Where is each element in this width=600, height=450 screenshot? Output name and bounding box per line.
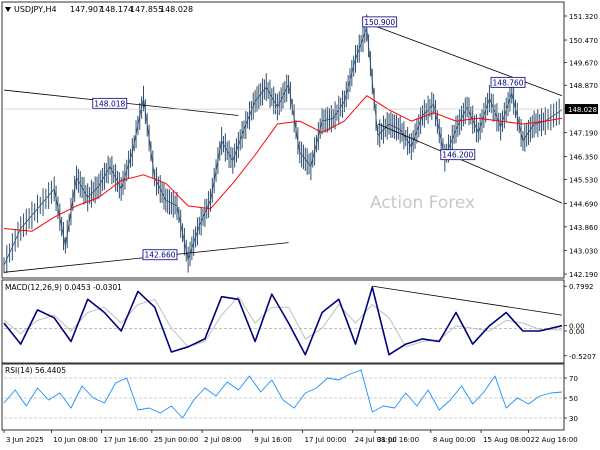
chart-header: USDJPY,H4 147.907 148.174 147.855 148.02…: [5, 5, 193, 14]
price-axis-tick-label: 145.530: [569, 177, 598, 185]
macd-axis-tick-label: 0.00: [569, 328, 585, 336]
time-tick-label: 9 Jul 16:00: [254, 436, 292, 444]
macd-axis-tick-label: 0.7992: [569, 283, 594, 291]
macd-panel: [3, 285, 563, 356]
macd-trendline: [372, 285, 563, 316]
close-value: 148.028: [160, 5, 193, 14]
rsi-panel: [3, 369, 563, 419]
dropdown-triangle-icon[interactable]: [5, 7, 11, 12]
time-tick-label: 25 Jun 00:00: [154, 436, 198, 444]
rsi-line: [3, 369, 563, 419]
price-axis-tick-label: 150.470: [569, 37, 598, 45]
high-value: 148.174: [100, 5, 133, 14]
macd-line: [3, 286, 563, 356]
time-tick-label: 2 Jul 08:00: [204, 436, 242, 444]
price-panel: 150.900 148.018 148.760 146.200 142.660: [3, 14, 563, 274]
price-axis-tick-label: 146.350: [569, 153, 598, 161]
time-tick-label: 22 Aug 16:00: [531, 436, 578, 444]
rsi-axis-tick-label: 70: [569, 375, 578, 383]
time-tick-label: 8 Aug 00:00: [433, 436, 476, 444]
time-tick-label: 3 Jun 2025: [6, 436, 44, 444]
price-annotation-box: [440, 149, 476, 161]
price-line: [3, 27, 563, 266]
price-annotation-box: [92, 97, 128, 109]
symbol-label: USDJPY,H4: [14, 5, 57, 14]
macd-panel-frame: [1, 279, 565, 364]
price-annotation-label: 150.900: [364, 18, 395, 27]
macd-axis-tick-label: -0.5207: [569, 353, 596, 361]
rsi-axis: 70 50 30: [564, 375, 578, 423]
current-price-label: 148.028: [568, 106, 597, 114]
price-axis-tick-label: 143.030: [569, 247, 598, 255]
price-axis: 151.320 150.470 149.670 148.870 148.028 147.1…: [564, 13, 598, 279]
rsi-axis-tick-label: 50: [569, 395, 578, 403]
rsi-title: RSI(14) 56.4405: [5, 366, 66, 375]
low-value: 147.855: [130, 5, 163, 14]
price-panel-frame: [1, 1, 565, 279]
price-axis-tick-label: 144.690: [569, 200, 598, 208]
price-annotation-label: 148.760: [493, 78, 524, 87]
price-axis-tick-label: 149.670: [569, 60, 598, 68]
price-annotation-box: [490, 76, 526, 88]
time-tick-label: 15 Aug 08:00: [483, 436, 530, 444]
time-tick-label: 24 Jul 08:00: [355, 436, 397, 444]
rsi-panel-frame: [1, 363, 565, 431]
price-axis-tick-label: 142.190: [569, 271, 598, 279]
macd-axis: 0.7992 0.000.00 -0.5207: [564, 283, 596, 361]
macd-signal-line: [3, 296, 563, 348]
time-tick-label: 17 Jul 00:00: [305, 436, 347, 444]
price-annotation-box: [142, 249, 178, 261]
open-value: 147.907: [70, 5, 103, 14]
time-tick-label: 10 Jun 08:00: [53, 436, 97, 444]
macd-axis-tick-label: 0.00: [569, 323, 585, 331]
price-annotation-label: 148.018: [94, 99, 125, 108]
rsi-axis-tick-label: 30: [569, 415, 578, 423]
current-price-box: [565, 104, 598, 115]
price-axis-tick-label: 143.860: [569, 224, 598, 232]
price-annotation-label: 146.200: [442, 151, 473, 160]
trendline: [372, 24, 563, 97]
time-tick-label: 31 Jul 16:00: [377, 436, 419, 444]
watermark: Action Forex: [370, 193, 475, 213]
price-annotation-label: 142.660: [144, 251, 175, 260]
macd-title: MACD(12,26,9) 0.0453 -0.0301: [5, 283, 122, 292]
price-axis-tick-label: 147.190: [569, 130, 598, 138]
time-tick-label: 17 Jun 16:00: [104, 436, 148, 444]
price-axis-tick-label: 148.870: [569, 82, 598, 90]
moving-average-line: [3, 95, 563, 232]
price-annotation-box: [362, 16, 398, 28]
price-axis-tick-label: 151.320: [569, 13, 598, 21]
trendline: [377, 123, 563, 204]
time-axis: 3 Jun 2025 10 Jun 08:00 17 Jun 16:00 25 Jun…: [3, 430, 578, 444]
